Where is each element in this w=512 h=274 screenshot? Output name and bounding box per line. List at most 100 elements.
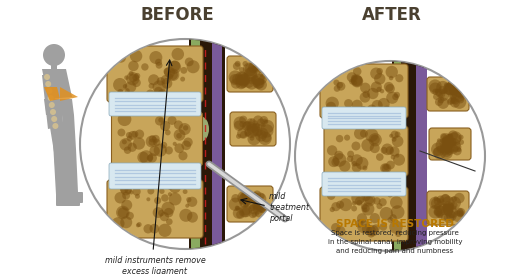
Circle shape [120,184,132,195]
Circle shape [129,190,134,195]
Circle shape [433,148,441,156]
Circle shape [457,90,462,95]
Circle shape [329,70,333,75]
Circle shape [133,137,145,150]
Circle shape [135,194,140,199]
Circle shape [383,164,389,170]
Circle shape [440,143,450,153]
Circle shape [390,214,397,221]
Circle shape [44,74,50,80]
Circle shape [440,133,447,140]
Circle shape [152,135,160,143]
Circle shape [451,202,458,208]
Circle shape [237,128,247,138]
Circle shape [379,223,387,231]
Circle shape [136,223,140,227]
Circle shape [234,206,240,210]
Circle shape [257,127,268,139]
Circle shape [160,121,170,131]
Circle shape [442,196,455,209]
Circle shape [440,148,445,152]
Circle shape [327,145,337,156]
Circle shape [229,74,241,85]
Circle shape [437,97,449,109]
Circle shape [124,75,129,80]
Circle shape [252,203,264,214]
Circle shape [362,204,370,213]
Circle shape [180,67,187,74]
Circle shape [236,210,245,219]
Circle shape [456,91,464,99]
Circle shape [118,207,129,218]
Bar [416,61,427,251]
Circle shape [185,58,194,66]
Circle shape [245,121,251,126]
Circle shape [360,83,371,93]
Circle shape [386,66,398,78]
Circle shape [132,74,139,81]
Circle shape [168,70,178,80]
Circle shape [158,89,167,99]
Circle shape [149,135,156,142]
Circle shape [126,136,133,141]
Circle shape [155,59,162,66]
FancyBboxPatch shape [322,172,406,196]
Circle shape [331,202,340,211]
Circle shape [231,194,240,202]
Circle shape [449,91,457,99]
Circle shape [446,146,451,150]
Circle shape [249,195,258,203]
FancyBboxPatch shape [109,163,201,189]
Circle shape [239,73,250,84]
FancyBboxPatch shape [427,77,469,111]
Circle shape [349,79,355,85]
Circle shape [435,89,442,96]
Circle shape [334,151,344,160]
Circle shape [244,129,251,136]
Circle shape [431,198,442,209]
Circle shape [370,213,380,223]
Circle shape [365,129,378,142]
Circle shape [365,196,374,205]
Circle shape [436,89,445,98]
Circle shape [453,99,459,105]
Circle shape [450,86,459,95]
Circle shape [451,98,457,104]
Circle shape [243,62,257,76]
Circle shape [168,193,181,206]
Circle shape [326,97,339,110]
Circle shape [147,188,154,195]
Polygon shape [44,87,60,101]
Circle shape [452,211,464,222]
Circle shape [50,109,56,115]
Circle shape [451,96,456,102]
Circle shape [355,197,363,205]
Circle shape [391,131,399,139]
Circle shape [449,203,454,208]
Circle shape [442,136,454,148]
Circle shape [51,116,57,122]
Circle shape [433,146,446,159]
Circle shape [386,84,395,93]
Circle shape [257,118,265,127]
Circle shape [376,87,381,92]
Circle shape [339,160,350,172]
Circle shape [367,225,378,236]
Circle shape [124,146,131,154]
Circle shape [229,198,242,211]
Circle shape [163,68,171,75]
Circle shape [392,94,399,100]
Circle shape [438,90,449,101]
Circle shape [261,133,271,142]
Circle shape [169,182,181,193]
Circle shape [236,134,241,139]
Circle shape [443,207,453,216]
Circle shape [146,136,158,147]
FancyBboxPatch shape [227,56,273,92]
Circle shape [441,213,448,221]
Circle shape [255,130,267,142]
Circle shape [457,96,464,104]
Circle shape [351,74,362,86]
Circle shape [237,79,244,85]
Circle shape [254,78,265,89]
